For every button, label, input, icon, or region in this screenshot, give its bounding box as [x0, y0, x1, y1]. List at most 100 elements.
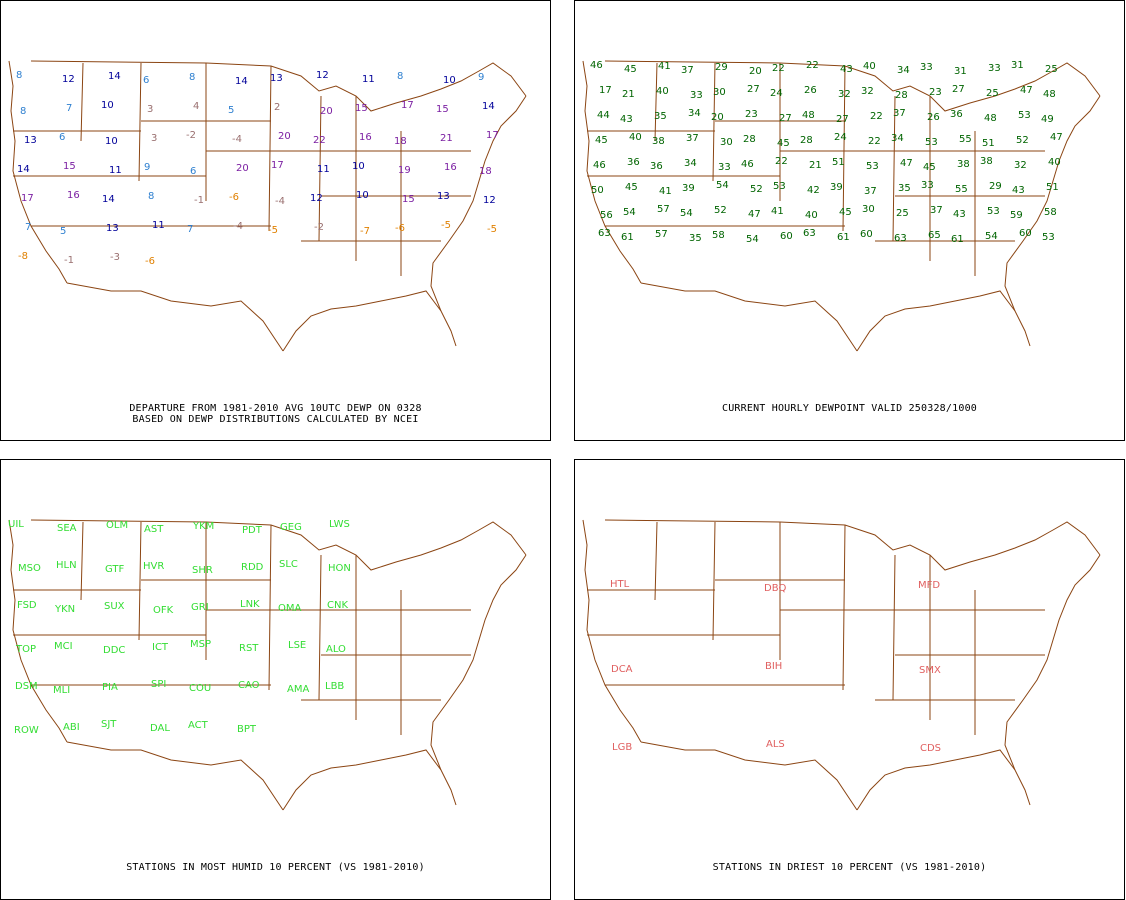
boundary-line	[301, 96, 471, 276]
dewpoint-value: 45	[923, 162, 936, 173]
station-label: TOP	[15, 644, 36, 655]
dewpoint-value: 61	[951, 234, 964, 245]
departure-value: 17	[271, 160, 284, 171]
dewpoint-value: 41	[658, 61, 671, 72]
departure-value: 10	[352, 161, 365, 172]
station-label: YKN	[54, 604, 75, 615]
dewpoint-value: 51	[832, 157, 845, 168]
boundary-line	[30, 60, 527, 112]
dewpoint-value: 63	[803, 228, 816, 239]
boundary-line	[282, 749, 442, 811]
boundary-line	[587, 579, 905, 686]
dewpoint-value: 38	[957, 159, 970, 170]
dewpoint-value: 32	[838, 89, 851, 100]
boundary-line	[8, 519, 68, 743]
dewpoint-value: 44	[597, 110, 610, 121]
dewpoint-value: 24	[770, 88, 783, 99]
departure-value: 17	[21, 193, 34, 204]
dewpoint-map: 46 45 41 37 29 20 22 22 43 40 34 33 31 33 31 25 17 21 40 33…	[582, 60, 1101, 352]
station-label: ACT	[188, 720, 209, 731]
departure-value: 14	[17, 164, 30, 175]
station-label: UIL	[8, 519, 24, 530]
station-label: RDD	[241, 562, 264, 573]
dewpoint-value: 36	[650, 161, 663, 172]
dewpoint-value: 22	[868, 136, 881, 147]
departure-value: 15	[63, 161, 76, 172]
dewpoint-value: 61	[837, 232, 850, 243]
dewpoint-value: 20	[711, 112, 724, 123]
departure-value: -1	[64, 255, 74, 266]
station-label: SLC	[279, 559, 298, 570]
departure-value: 7	[66, 103, 72, 114]
dewpoint-value: 39	[682, 183, 695, 194]
station-label: GEG	[280, 522, 302, 533]
departure-value: 14	[102, 194, 115, 205]
boundary-line	[582, 60, 642, 284]
boundary-line	[13, 579, 331, 686]
dewpoint-value: 32	[1014, 160, 1027, 171]
dewpoint-value: 45	[595, 135, 608, 146]
dewpoint-value: 17	[599, 85, 612, 96]
departure-value: 9	[478, 72, 484, 83]
departure-value: 6	[190, 166, 196, 177]
dewpoint-value: 32	[861, 86, 874, 97]
dewpoint-value: 53	[1042, 232, 1055, 243]
boundary-line	[282, 290, 442, 352]
dewpoint-value: 22	[870, 111, 883, 122]
station-label: BPT	[237, 724, 257, 735]
dewpoint-value: 35	[654, 111, 667, 122]
departure-value: 11	[152, 220, 165, 231]
humid-stations-panel: UIL SEA OLM AST YKM PDT GEG LWS MSO HLN GTF HVR SHR R…	[0, 459, 551, 900]
humid-station-labels: UIL SEA OLM AST YKM PDT GEG LWS MSO HLN GTF HVR SHR R…	[8, 519, 351, 736]
station-label: DAL	[150, 723, 170, 734]
departure-values: 8 12 14 6 8 14 13 12 11 8 10 9 8 7 10 3 4 5 2 20 15 17 15 14 13 6…	[16, 70, 499, 267]
dewpoint-value: 37	[893, 108, 906, 119]
departure-value: 14	[235, 76, 248, 87]
station-label: MCI	[54, 641, 73, 652]
dewpoint-value: 49	[1041, 114, 1054, 125]
dewpoint-value: 52	[750, 184, 763, 195]
dewpoint-value: 50	[591, 185, 604, 196]
dewpoint-value: 60	[860, 229, 873, 240]
dewpoint-value: 61	[621, 232, 634, 243]
departure-value: -4	[232, 134, 242, 145]
dewpoint-value: 57	[655, 229, 668, 240]
departure-value: 13	[437, 191, 450, 202]
station-label: ROW	[14, 725, 39, 736]
dewpoint-value: 57	[657, 204, 670, 215]
dewpoint-value: 35	[898, 183, 911, 194]
station-label: SUX	[104, 601, 125, 612]
dry-station-labels: HTL DBQ MFD DCA BIH SMX LGB ALS CDS	[610, 579, 941, 754]
station-label: ABI	[63, 722, 80, 733]
dewpoint-value: 38	[652, 136, 665, 147]
dewpoint-value: 51	[982, 138, 995, 149]
departure-value: 2	[274, 102, 280, 113]
dewpoint-value: 53	[773, 181, 786, 192]
station-label: FSD	[17, 600, 37, 611]
dewpoint-value: 53	[866, 161, 879, 172]
departure-value: 8	[20, 106, 26, 117]
dewpoint-value: 26	[927, 112, 940, 123]
dewpoint-value: 48	[802, 110, 815, 121]
dewpoint-value: 46	[590, 60, 603, 71]
departure-value: 12	[310, 193, 323, 204]
station-label: HVR	[143, 561, 164, 572]
dewpoint-value: 55	[955, 184, 968, 195]
station-label: GTF	[105, 564, 125, 575]
departure-value: 12	[62, 74, 75, 85]
dewpoint-value: 26	[804, 85, 817, 96]
departure-value: 15	[402, 194, 415, 205]
departure-value: 6	[59, 132, 65, 143]
dewpoint-value: 36	[950, 109, 963, 120]
dewpoint-value: 40	[629, 132, 642, 143]
dewpoint-value: 34	[688, 108, 701, 119]
dewpoint-caption: CURRENT HOURLY DEWPOINT VALID 250328/100…	[721, 403, 978, 414]
dewpoint-value: 25	[986, 88, 999, 99]
departure-value: 8	[397, 71, 403, 82]
boundary-line	[301, 555, 471, 735]
dewpoint-value: 27	[836, 114, 849, 125]
dewpoint-value: 65	[928, 230, 941, 241]
dewpoint-value: 37	[864, 186, 877, 197]
boundary-line	[13, 120, 331, 227]
dewpoint-value: 60	[1019, 228, 1032, 239]
